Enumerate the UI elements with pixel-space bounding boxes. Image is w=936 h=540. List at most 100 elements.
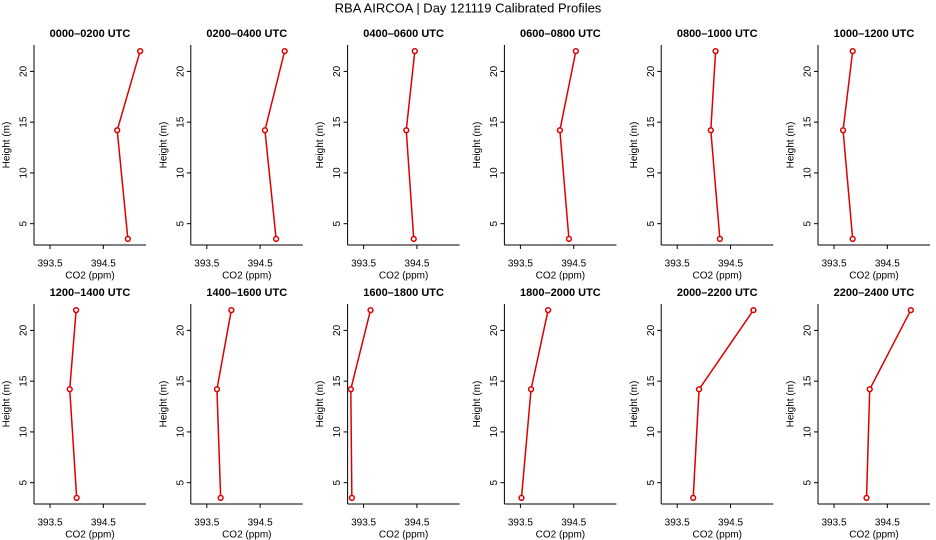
data-point: [556, 127, 564, 134]
y-tick-label: 20: [489, 65, 500, 77]
x-tick-label: 393.5: [351, 518, 376, 529]
x-tick-label: 393.5: [508, 518, 533, 529]
x-tick-label: 393.5: [821, 259, 846, 270]
x-tick-label: 393.5: [821, 518, 846, 529]
panel-title: 1200–1400 UTC: [50, 287, 131, 299]
x-axis-label: CO2 (ppm): [536, 530, 585, 540]
x-axis-label: CO2 (ppm): [849, 271, 898, 282]
y-tick-label: 20: [175, 65, 186, 77]
panel-title: 1800–2000 UTC: [520, 287, 601, 299]
data-point: [849, 235, 856, 243]
x-tick-label: 393.5: [665, 259, 690, 270]
panel-title: 2200–2400 UTC: [834, 287, 915, 299]
y-axis-label: Height (m): [2, 122, 13, 169]
y-tick-label: 5: [803, 479, 814, 485]
y-tick-label: 15: [175, 116, 186, 128]
data-point: [261, 127, 269, 134]
data-point: [565, 235, 573, 243]
profile-line: [405, 51, 416, 239]
y-tick-label: 10: [803, 426, 814, 438]
x-tick-label: 393.5: [37, 518, 62, 529]
y-tick-label: 20: [332, 324, 343, 336]
data-point: [73, 494, 80, 502]
data-point: [866, 386, 873, 393]
data-point: [690, 494, 697, 502]
y-tick-label: 10: [803, 167, 814, 179]
panel-title: 0200–0400 UTC: [206, 28, 287, 40]
y-tick-label: 15: [803, 375, 814, 387]
y-tick-label: 5: [803, 220, 814, 226]
y-tick-label: 10: [175, 426, 186, 438]
x-tick-label: 393.5: [665, 518, 690, 529]
y-tick-label: 15: [19, 375, 30, 387]
y-axis-label: Height (m): [315, 122, 326, 169]
data-point: [410, 235, 417, 243]
data-point: [544, 306, 552, 314]
y-tick-label: 5: [19, 220, 30, 226]
y-tick-label: 20: [646, 324, 657, 336]
y-tick-label: 20: [489, 324, 500, 336]
y-tick-label: 10: [489, 426, 500, 438]
data-point: [716, 235, 724, 243]
x-tick-label: 393.5: [351, 259, 376, 270]
y-axis-label: Height (m): [629, 122, 640, 169]
x-axis-label: CO2 (ppm): [692, 530, 741, 540]
y-tick-label: 20: [332, 65, 343, 77]
y-tick-label: 5: [489, 220, 500, 226]
x-tick-label: 393.5: [37, 259, 62, 270]
x-axis-label: CO2 (ppm): [65, 530, 114, 540]
profile-line: [710, 51, 721, 239]
data-point: [712, 47, 719, 55]
panel-title: 1000–1200 UTC: [834, 28, 915, 40]
y-tick-label: 10: [332, 426, 343, 438]
y-tick-label: 15: [489, 375, 500, 387]
panel-title: 0400–0600 UTC: [363, 28, 444, 40]
data-point: [367, 306, 374, 314]
data-point: [849, 47, 856, 55]
x-tick-label: 394.5: [91, 259, 116, 270]
y-tick-label: 20: [803, 65, 814, 77]
data-point: [839, 127, 847, 134]
profile-line: [264, 50, 286, 239]
panel-title: 1600–1800 UTC: [363, 287, 444, 299]
x-tick-label: 394.5: [404, 259, 429, 270]
y-axis-label: Height (m): [315, 381, 326, 428]
panel-title: 0000–0200 UTC: [50, 28, 131, 40]
y-axis-label: Height (m): [786, 381, 797, 428]
y-tick-label: 15: [332, 116, 343, 128]
x-axis-label: CO2 (ppm): [536, 271, 585, 282]
x-axis-label: CO2 (ppm): [222, 271, 271, 282]
data-point: [217, 494, 224, 502]
data-point: [114, 127, 121, 134]
x-axis-label: CO2 (ppm): [222, 530, 271, 540]
y-tick-label: 15: [489, 116, 500, 128]
y-axis-label: Height (m): [472, 381, 483, 428]
data-point: [272, 235, 280, 243]
y-tick-label: 10: [19, 426, 30, 438]
profile-line: [350, 309, 372, 498]
data-point: [527, 386, 535, 393]
chart-title: RBA AIRCOA | Day 121119 Calibrated Profi…: [335, 0, 602, 15]
x-tick-label: 394.5: [718, 259, 743, 270]
data-point: [348, 494, 356, 502]
data-point: [907, 306, 914, 314]
data-point: [518, 494, 525, 502]
data-point: [750, 306, 757, 314]
y-axis-label: Height (m): [2, 381, 13, 428]
data-point: [281, 47, 288, 55]
x-tick-label: 394.5: [561, 259, 586, 270]
profile-line: [116, 50, 141, 239]
data-point: [66, 386, 73, 393]
data-point: [136, 47, 144, 55]
data-point: [572, 47, 580, 55]
y-tick-label: 5: [332, 220, 343, 226]
y-tick-label: 20: [646, 65, 657, 77]
panel-title: 0600–0800 UTC: [520, 28, 601, 40]
data-point: [695, 386, 703, 393]
x-axis-label: CO2 (ppm): [849, 530, 898, 540]
y-tick-label: 5: [332, 479, 343, 485]
x-tick-label: 394.5: [404, 518, 429, 529]
y-tick-label: 10: [646, 426, 657, 438]
y-tick-label: 5: [646, 220, 657, 226]
y-axis-label: Height (m): [158, 122, 169, 169]
